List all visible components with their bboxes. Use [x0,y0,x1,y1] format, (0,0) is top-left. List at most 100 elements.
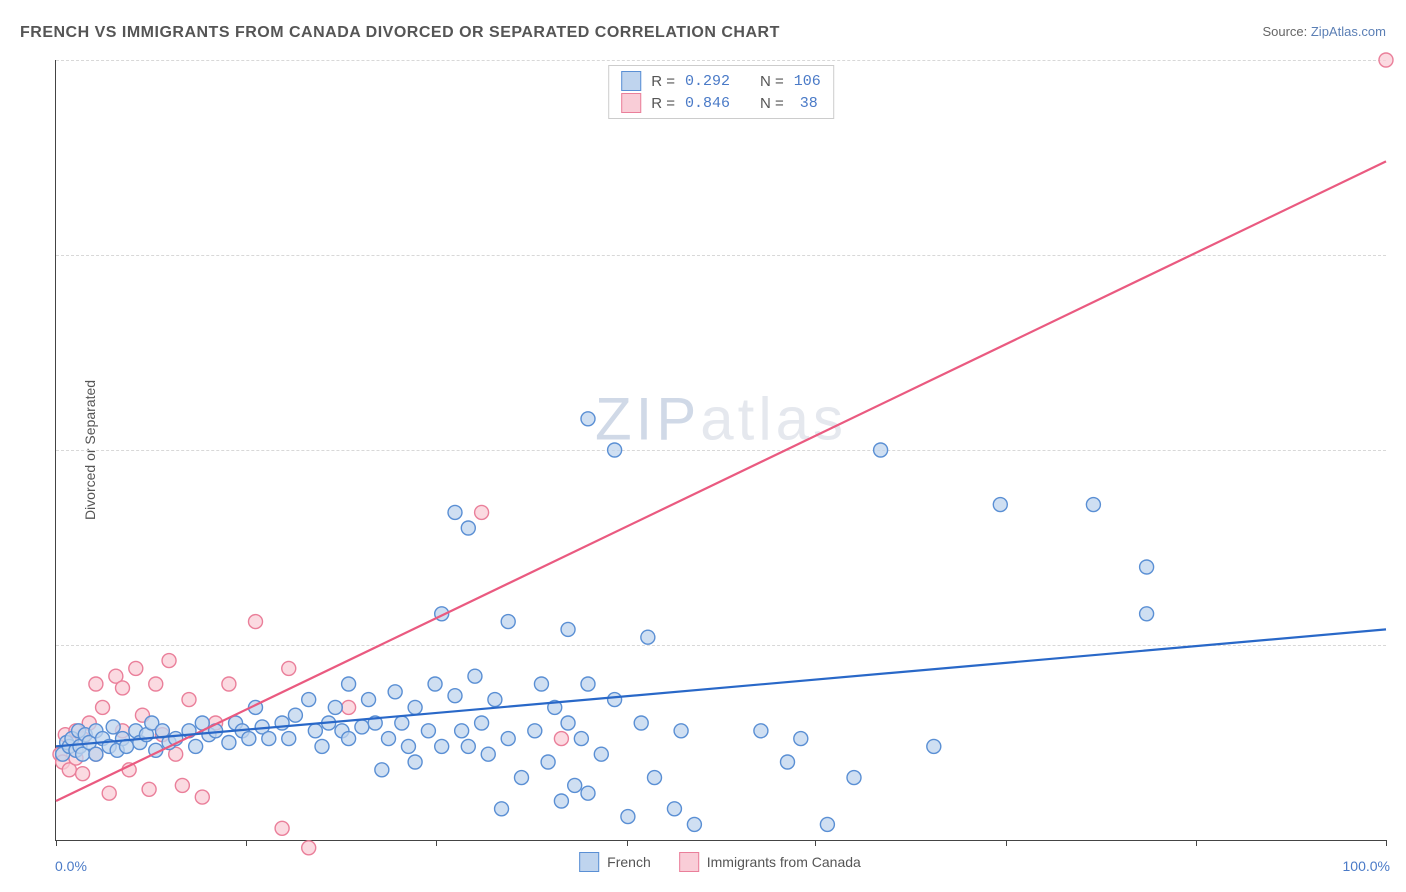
scatter-point [927,739,941,753]
scatter-point [574,732,588,746]
source-link[interactable]: ZipAtlas.com [1311,24,1386,39]
scatter-point [820,817,834,831]
x-tick [815,840,816,846]
x-tick [436,840,437,846]
x-tick [627,840,628,846]
scatter-point [102,786,116,800]
y-tick-label: 75.0% [1398,247,1406,263]
y-tick-label: 50.0% [1398,442,1406,458]
scatter-point [315,739,329,753]
scatter-point [687,817,701,831]
scatter-point [1086,498,1100,512]
scatter-point [106,720,120,734]
scatter-point [162,654,176,668]
scatter-point [621,810,635,824]
scatter-point [501,732,515,746]
legend-label-french: French [607,854,651,870]
scatter-point [375,763,389,777]
scatter-point [581,677,595,691]
x-max-label: 100.0% [1343,858,1390,874]
legend-r-value-canada: 0.846 [685,95,730,112]
scatter-point [262,732,276,746]
scatter-point [874,443,888,457]
scatter-point [275,821,289,835]
scatter-point [242,732,256,746]
scatter-point [328,700,342,714]
scatter-point [528,724,542,738]
scatter-point [182,693,196,707]
regression-line [56,629,1386,746]
scatter-point [302,841,316,855]
scatter-point [408,700,422,714]
scatter-point [554,732,568,746]
scatter-point [222,736,236,750]
x-min-label: 0.0% [55,858,87,874]
legend-r-label: R = [651,73,675,90]
legend-label-canada: Immigrants from Canada [707,854,861,870]
scatter-point [302,693,316,707]
scatter-svg [56,60,1386,840]
legend-n-value-canada: 38 [794,95,818,112]
x-tick [1006,840,1007,846]
x-tick [1196,840,1197,846]
scatter-point [448,505,462,519]
scatter-point [435,739,449,753]
scatter-point [401,739,415,753]
y-tick-label: 25.0% [1398,637,1406,653]
scatter-point [288,708,302,722]
scatter-point [189,739,203,753]
legend-n-value-french: 106 [794,73,821,90]
scatter-point [1140,607,1154,621]
legend-swatch-canada [679,852,699,872]
scatter-point [1140,560,1154,574]
legend-row-canada: R = 0.846 N = 38 [621,92,821,114]
x-tick [56,840,57,846]
legend-swatch-french [579,852,599,872]
scatter-point [421,724,435,738]
legend-r-label: R = [651,95,675,112]
legend-n-label: N = [760,73,784,90]
scatter-point [175,778,189,792]
chart-container: Divorced or Separated 100.0% 75.0% 50.0%… [55,60,1385,840]
scatter-point [561,622,575,636]
scatter-point [342,732,356,746]
y-tick-label: 100.0% [1398,52,1406,68]
scatter-point [149,677,163,691]
scatter-point [388,685,402,699]
scatter-point [96,700,110,714]
x-tick [246,840,247,846]
scatter-point [129,661,143,675]
scatter-point [488,693,502,707]
scatter-point [1379,53,1393,67]
scatter-point [116,681,130,695]
scatter-point [495,802,509,816]
legend-item-french: French [579,852,651,872]
scatter-point [382,732,396,746]
scatter-point [222,677,236,691]
scatter-point [501,615,515,629]
legend-swatch-french [621,71,641,91]
scatter-point [648,771,662,785]
scatter-point [781,755,795,769]
scatter-point [342,700,356,714]
legend-r-value-french: 0.292 [685,73,730,90]
series-legend: French Immigrants from Canada [579,852,861,872]
scatter-point [515,771,529,785]
scatter-point [641,630,655,644]
scatter-point [674,724,688,738]
scatter-point [195,790,209,804]
scatter-point [448,689,462,703]
scatter-point [993,498,1007,512]
scatter-point [667,802,681,816]
scatter-point [461,739,475,753]
scatter-point [541,755,555,769]
regression-line [56,161,1386,801]
legend-item-canada: Immigrants from Canada [679,852,861,872]
scatter-point [594,747,608,761]
correlation-legend: R = 0.292 N = 106 R = 0.846 N = 38 [608,65,834,119]
scatter-point [428,677,442,691]
scatter-point [481,747,495,761]
scatter-point [355,720,369,734]
scatter-point [468,669,482,683]
scatter-point [89,677,103,691]
